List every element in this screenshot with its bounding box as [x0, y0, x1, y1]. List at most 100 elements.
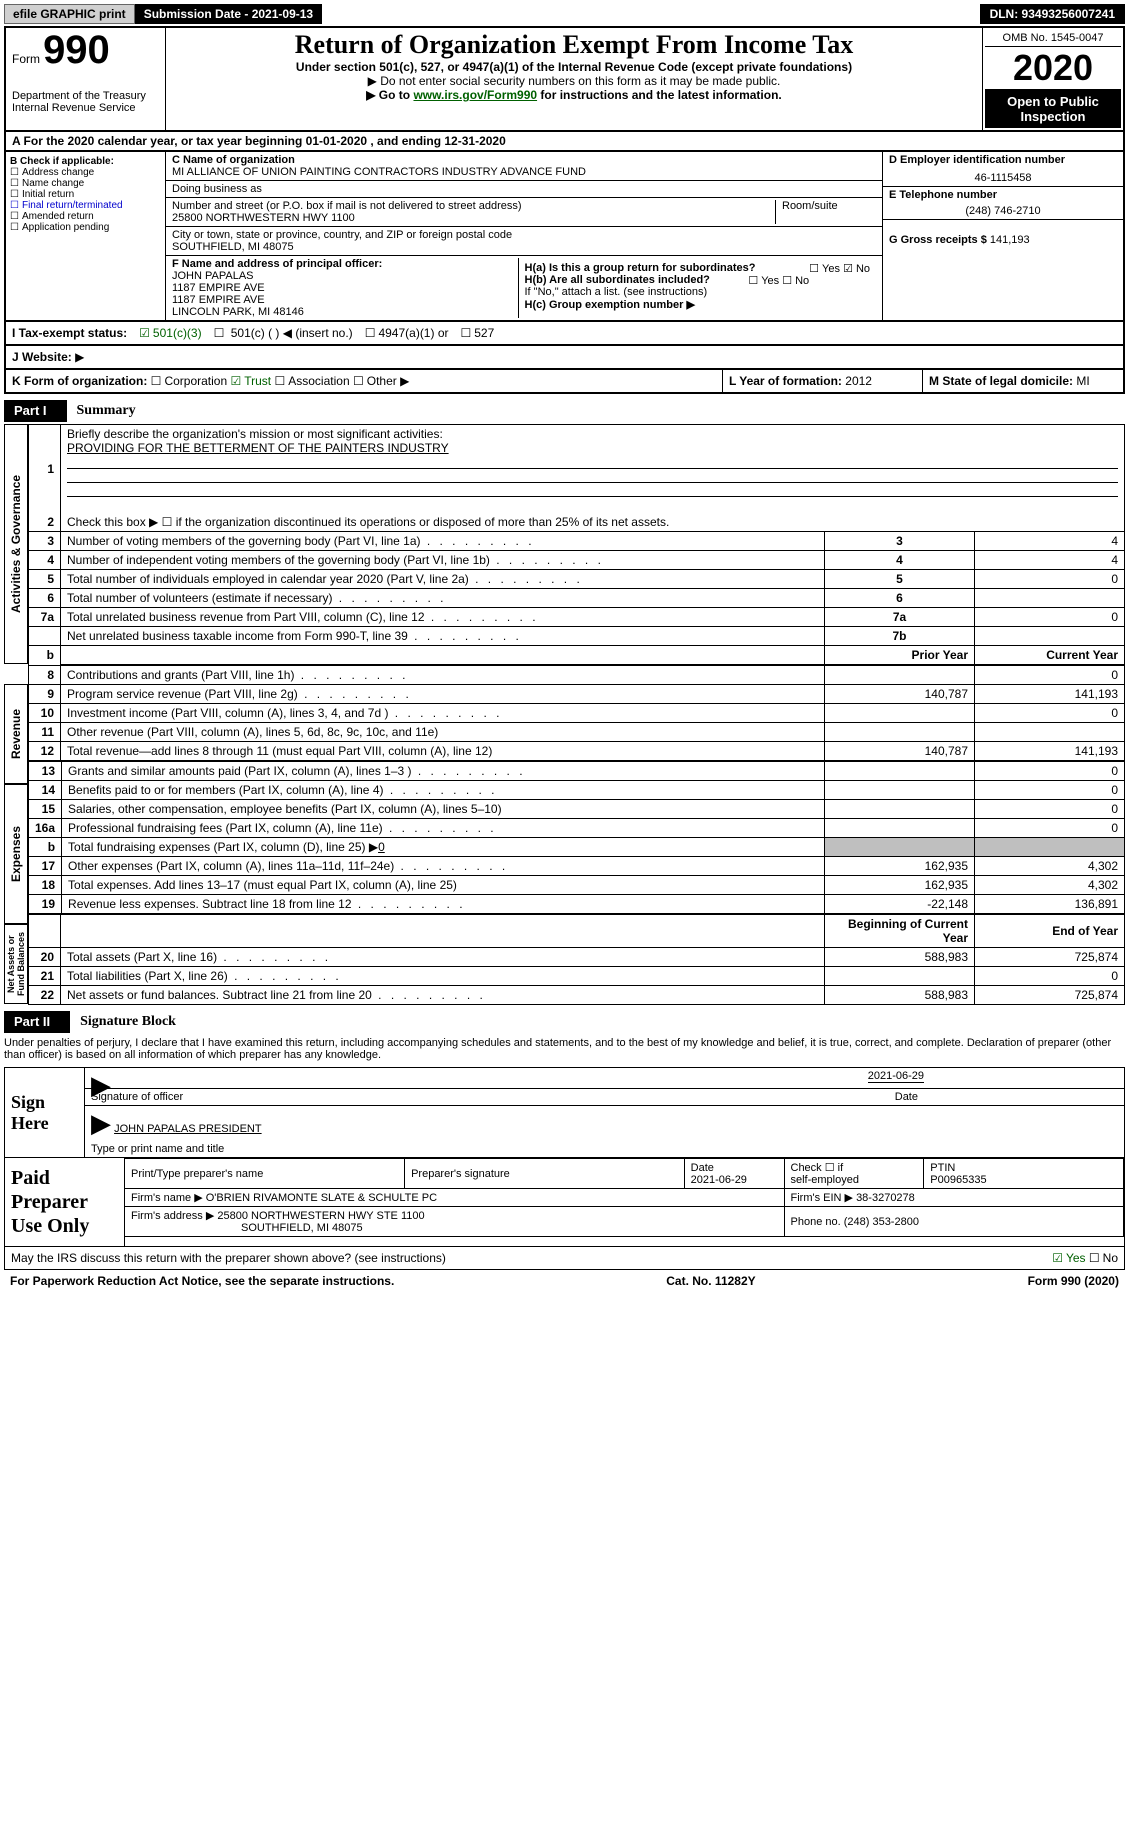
line-11: Other revenue (Part VIII, column (A), li… [61, 723, 825, 742]
section-b-to-h: B Check if applicable: Address change Na… [4, 152, 1125, 322]
row-num: 6 [29, 589, 61, 608]
h-b-yes[interactable]: Yes [748, 275, 779, 287]
ptin-value: P00965335 [930, 1174, 986, 1186]
row-num: 20 [29, 948, 61, 967]
row-num: b [29, 646, 61, 665]
line-2: Check this box ▶ ☐ if the organization d… [61, 513, 1125, 532]
efile-graphic-button[interactable]: efile GRAPHIC print [4, 4, 135, 24]
tab-expenses: Expenses [4, 784, 28, 924]
gross-receipts-value: 141,193 [990, 234, 1030, 246]
chk-other[interactable]: Other [353, 374, 397, 388]
city-label: City or town, state or province, country… [172, 229, 876, 241]
form-title: Return of Organization Exempt From Incom… [176, 30, 972, 60]
row-num: b [29, 838, 62, 857]
phone-label: E Telephone number [889, 189, 1117, 201]
chk-trust[interactable]: Trust [230, 374, 271, 388]
line-7a-desc: Total unrelated business revenue from Pa… [61, 608, 825, 627]
note-ssn: Do not enter social security numbers on … [176, 74, 972, 88]
paid-preparer-block: Paid Preparer Use Only Print/Type prepar… [4, 1158, 1125, 1247]
chk-527[interactable]: 527 [460, 326, 494, 340]
line-7b-box: 7b [825, 627, 975, 646]
section-k-l-m: K Form of organization: Corporation Trus… [4, 370, 1125, 394]
chk-application-pending[interactable]: Application pending [10, 222, 161, 233]
ptin-label: PTIN [930, 1162, 955, 1174]
firm-name: O'BRIEN RIVAMONTE SLATE & SCHULTE PC [206, 1192, 437, 1204]
discuss-yes[interactable]: Yes [1052, 1251, 1085, 1265]
firm-ein-label: Firm's EIN ▶ [791, 1192, 854, 1204]
chk-association[interactable]: Association [274, 374, 349, 388]
prep-date-label: Date [691, 1162, 714, 1174]
firm-name-label: Firm's name ▶ [131, 1192, 203, 1204]
room-label: Room/suite [782, 200, 876, 212]
m-value: MI [1076, 374, 1089, 388]
row-num: 16a [29, 819, 62, 838]
k-label: K Form of organization: [12, 374, 147, 388]
dln: DLN: 93493256007241 [980, 4, 1125, 24]
line-16a: Professional fundraising fees (Part IX, … [62, 819, 825, 838]
chk-501c[interactable]: 501(c) ( ) ◀ (insert no.) [214, 326, 353, 340]
part-1-title: Summary [67, 400, 1125, 422]
chk-501c3[interactable]: 501(c)(3) [139, 326, 201, 340]
chk-4947[interactable]: 4947(a)(1) or [365, 326, 449, 340]
insert-no: (insert no.) [295, 326, 352, 340]
p18: 162,935 [825, 876, 975, 895]
b22: 588,983 [825, 986, 975, 1005]
section-i-tax-status: I Tax-exempt status: 501(c)(3) 501(c) ( … [4, 322, 1125, 346]
h-a-yes[interactable]: Yes [809, 263, 840, 275]
line-12: Total revenue—add lines 8 through 11 (mu… [61, 742, 825, 761]
play-icon: ▶ [91, 1108, 111, 1138]
form-ref: Form 990 (2020) [1028, 1274, 1119, 1288]
col-current-year: Current Year [975, 646, 1125, 665]
part-1-tag: Part I [4, 400, 67, 422]
firm-addr-label: Firm's address ▶ [131, 1210, 214, 1222]
omb-number: OMB No. 1545-0047 [985, 30, 1121, 47]
discuss-question: May the IRS discuss this return with the… [11, 1251, 446, 1265]
e20: 725,874 [975, 948, 1125, 967]
row-num: 8 [29, 666, 61, 685]
row-num: 19 [29, 895, 62, 914]
city-state-zip: SOUTHFIELD, MI 48075 [172, 241, 876, 253]
col-beginning: Beginning of Current Year [825, 915, 975, 948]
j-label: J Website: [12, 350, 72, 364]
line-3-box: 3 [825, 532, 975, 551]
p15 [825, 800, 975, 819]
row-num: 10 [29, 704, 61, 723]
part-2-tag: Part II [4, 1011, 70, 1033]
row-num: 11 [29, 723, 61, 742]
p16a [825, 819, 975, 838]
prep-selfemp-a[interactable]: Check ☐ if [791, 1162, 844, 1174]
h-c-label: H(c) Group exemption number [525, 299, 684, 311]
line-9: Program service revenue (Part VIII, line… [61, 685, 825, 704]
line-13: Grants and similar amounts paid (Part IX… [62, 762, 825, 781]
b21 [825, 967, 975, 986]
chk-amended-return[interactable]: Amended return [10, 211, 161, 222]
form-number: 990 [43, 28, 110, 72]
discuss-no[interactable]: No [1089, 1251, 1118, 1265]
col-d-right: D Employer identification number 46-1115… [883, 152, 1123, 320]
form990-link[interactable]: www.irs.gov/Form990 [413, 88, 537, 102]
p14 [825, 781, 975, 800]
chk-corporation[interactable]: Corporation [151, 374, 227, 388]
part-2-title: Signature Block [70, 1011, 1125, 1033]
col-prior-year: Prior Year [825, 646, 975, 665]
ein-value: 46-1115458 [889, 166, 1117, 184]
chk-initial-return[interactable]: Initial return [10, 189, 161, 200]
h-b-no[interactable]: No [782, 275, 809, 287]
form-prefix: Form [12, 52, 40, 66]
h-a-label: H(a) Is this a group return for subordin… [525, 262, 756, 274]
row-num: 21 [29, 967, 61, 986]
line-6-val [975, 589, 1125, 608]
chk-name-change[interactable]: Name change [10, 178, 161, 189]
toolbar: efile GRAPHIC print Submission Date - 20… [4, 4, 1125, 24]
p8 [825, 666, 975, 685]
e21: 0 [975, 967, 1125, 986]
line-20: Total assets (Part X, line 16) [61, 948, 825, 967]
line-16b-val: 0 [378, 840, 385, 854]
h-a-no[interactable]: No [843, 263, 870, 275]
chk-final-return[interactable]: Final return/terminated [10, 200, 161, 211]
c11 [975, 723, 1125, 742]
play-icon: ▶ [91, 1070, 111, 1100]
l-label: L Year of formation: [729, 374, 842, 388]
l-value: 2012 [845, 374, 872, 388]
chk-address-change[interactable]: Address change [10, 167, 161, 178]
